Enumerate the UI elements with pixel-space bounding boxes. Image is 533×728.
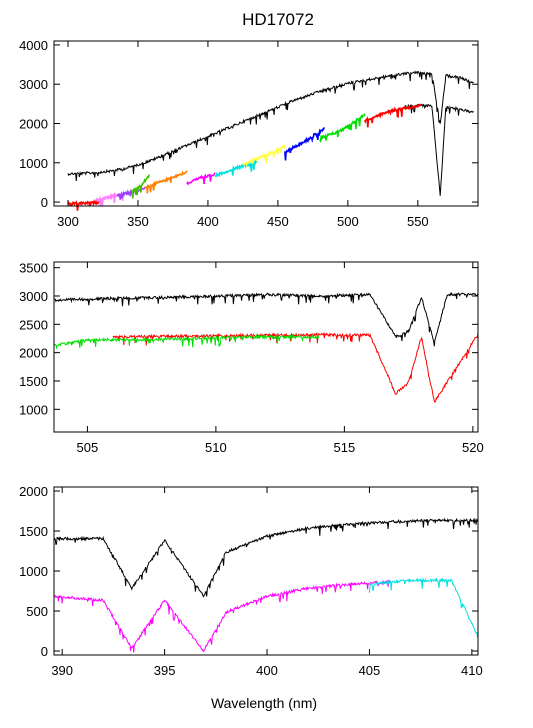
series-line [368,577,479,638]
y-tick-label: 1500 [19,374,48,389]
x-tick-label: 400 [197,214,219,229]
y-tick-label: 2000 [19,117,48,132]
y-tick-label: 500 [26,604,48,619]
y-tick-label: 0 [41,195,48,210]
series-line [130,174,150,199]
series-line [319,113,366,144]
panel-bottom: 390 395 400 405 410 0 500 1000 1500 2000 [19,484,483,678]
series-line [363,103,422,128]
x-tick-label: 350 [127,214,149,229]
x-tick-label: 400 [256,663,278,678]
chart-title: HD17072 [242,10,314,29]
plot-frame [53,486,479,656]
x-tick-label: 515 [334,440,356,455]
series-line [53,579,391,653]
y-tick-label: 1500 [19,524,48,539]
series-line [214,159,258,178]
plot-frame [53,261,479,433]
series-line [67,198,104,211]
y-tick-label: 3500 [19,261,48,276]
x-tick-label: 500 [337,214,359,229]
series-line [112,332,479,403]
series-line [186,172,216,186]
x-tick-label: 520 [462,440,484,455]
y-tick-label: 4000 [19,38,48,53]
series-line [144,170,188,194]
panel-top: 300 350 400 450 500 550 0 1000 2000 3000 4000 [19,38,479,229]
x-tick-label: 550 [407,214,429,229]
y-tick-label: 3000 [19,289,48,304]
y-tick-label: 2000 [19,346,48,361]
y-tick-label: 2000 [19,484,48,499]
series-line [53,291,479,347]
x-tick-label: 300 [57,214,79,229]
y-tick-label: 3000 [19,77,48,92]
x-tick-label: 505 [77,440,99,455]
plot-frame [53,40,479,207]
y-tick-label: 1000 [19,156,48,171]
x-tick-label: 510 [205,440,227,455]
x-tick-label: 395 [154,663,176,678]
y-tick-label: 2500 [19,317,48,332]
y-tick-label: 1000 [19,564,48,579]
x-tick-label: 390 [51,663,73,678]
series-line [242,144,286,167]
series-line [53,333,320,350]
x-tick-label: 405 [359,663,381,678]
y-tick-label: 1000 [19,402,48,417]
x-tick-label: 450 [267,214,289,229]
series-line [67,70,474,182]
series-line [284,127,325,161]
y-tick-label: 0 [41,644,48,659]
panel-middle: 505 510 515 520 1000 1500 2000 2500 3000 3500 [19,261,484,455]
series-line [53,517,479,598]
x-tick-label: 410 [461,663,483,678]
x-axis-label: Wavelength (nm) [211,695,317,711]
